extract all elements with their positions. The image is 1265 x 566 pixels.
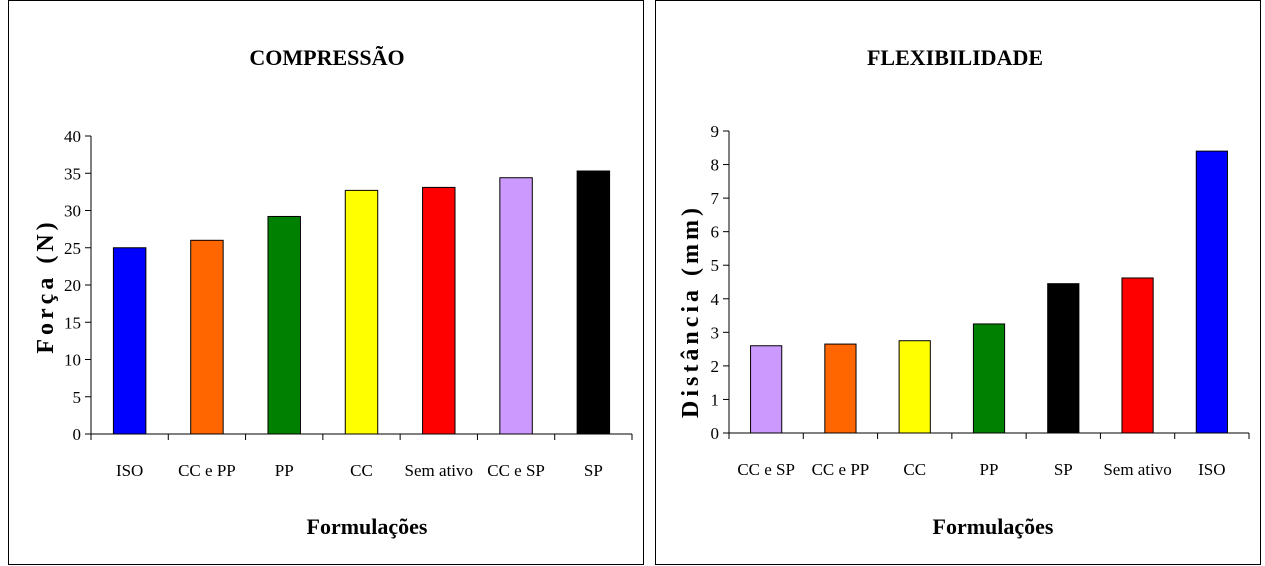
y-tick-label: 20 xyxy=(64,276,81,295)
x-tick-label: SP xyxy=(584,461,603,480)
flexibility-chart-panel: FLEXIBILIDADE Formulações Distância (mm)… xyxy=(655,0,1261,565)
x-tick-label: CC e PP xyxy=(812,460,870,479)
x-tick-label: Sem ativo xyxy=(405,461,473,480)
x-tick-label: CC xyxy=(903,460,926,479)
x-tick-label: CC e SP xyxy=(737,460,795,479)
x-tick-label: ISO xyxy=(1198,460,1225,479)
y-tick-label: 40 xyxy=(64,127,81,146)
bar xyxy=(898,340,931,434)
x-axis-label: Formulações xyxy=(307,514,428,539)
bar xyxy=(1047,283,1080,434)
bar xyxy=(267,215,301,435)
x-tick-label: ISO xyxy=(116,461,143,480)
y-tick-label: 35 xyxy=(64,164,81,183)
y-tick-label: 5 xyxy=(73,388,82,407)
plot-area: 0 5 10 15 20 25 30 35 40 ISO CC e PP PP CC Sem ativo C… xyxy=(64,127,633,480)
y-tick-label: 3 xyxy=(711,323,720,342)
bar xyxy=(190,239,224,435)
y-axis-label: Distância (mm) xyxy=(678,204,704,418)
bar xyxy=(824,343,857,434)
y-tick-label: 2 xyxy=(711,357,720,376)
y-tick-label: 5 xyxy=(711,256,720,275)
y-tick-label: 0 xyxy=(711,424,720,443)
bar xyxy=(576,170,611,435)
y-axis-label: Força (N) xyxy=(33,218,59,353)
x-axis-label: Formulações xyxy=(933,514,1054,539)
chart-title: COMPRESSÃO xyxy=(249,45,404,70)
y-tick-label: 6 xyxy=(711,223,720,242)
bar xyxy=(1195,150,1228,434)
y-tick-label: 1 xyxy=(711,390,720,409)
y-tick-label: 7 xyxy=(711,189,720,208)
compression-chart-panel: COMPRESSÃO Formulações Força (N) 0 5 10 15 2… xyxy=(8,0,644,565)
x-tick-label: CC e SP xyxy=(487,461,545,480)
y-tick-label: 25 xyxy=(64,239,81,258)
bar xyxy=(750,345,783,434)
y-tick-label: 4 xyxy=(711,290,720,309)
flexibility-chart: FLEXIBILIDADE Formulações Distância (mm)… xyxy=(678,45,1250,539)
bar xyxy=(422,186,456,435)
x-tick-label: SP xyxy=(1054,460,1073,479)
bar xyxy=(1121,277,1154,434)
bar xyxy=(972,323,1006,434)
x-tick-label: CC xyxy=(350,461,373,480)
y-tick-label: 30 xyxy=(64,202,81,221)
y-tick-label: 8 xyxy=(711,156,720,175)
plot-area: 0 1 2 3 4 5 6 7 8 9 CC e SP CC e PP CC PP SP Sem ativo I… xyxy=(711,122,1250,479)
bar xyxy=(344,189,379,435)
chart-title: FLEXIBILIDADE xyxy=(867,45,1043,70)
y-tick-label: 9 xyxy=(711,122,720,141)
x-tick-label: PP xyxy=(980,460,999,479)
x-tick-label: PP xyxy=(275,461,294,480)
bar xyxy=(112,247,147,435)
y-tick-label: 0 xyxy=(73,425,82,444)
y-tick-label: 10 xyxy=(64,351,81,370)
y-tick-label: 15 xyxy=(64,313,81,332)
bar xyxy=(499,177,533,435)
x-tick-label: Sem ativo xyxy=(1103,460,1171,479)
compression-chart: COMPRESSÃO Formulações Força (N) 0 5 10 15 2… xyxy=(33,45,633,539)
x-tick-label: CC e PP xyxy=(178,461,236,480)
